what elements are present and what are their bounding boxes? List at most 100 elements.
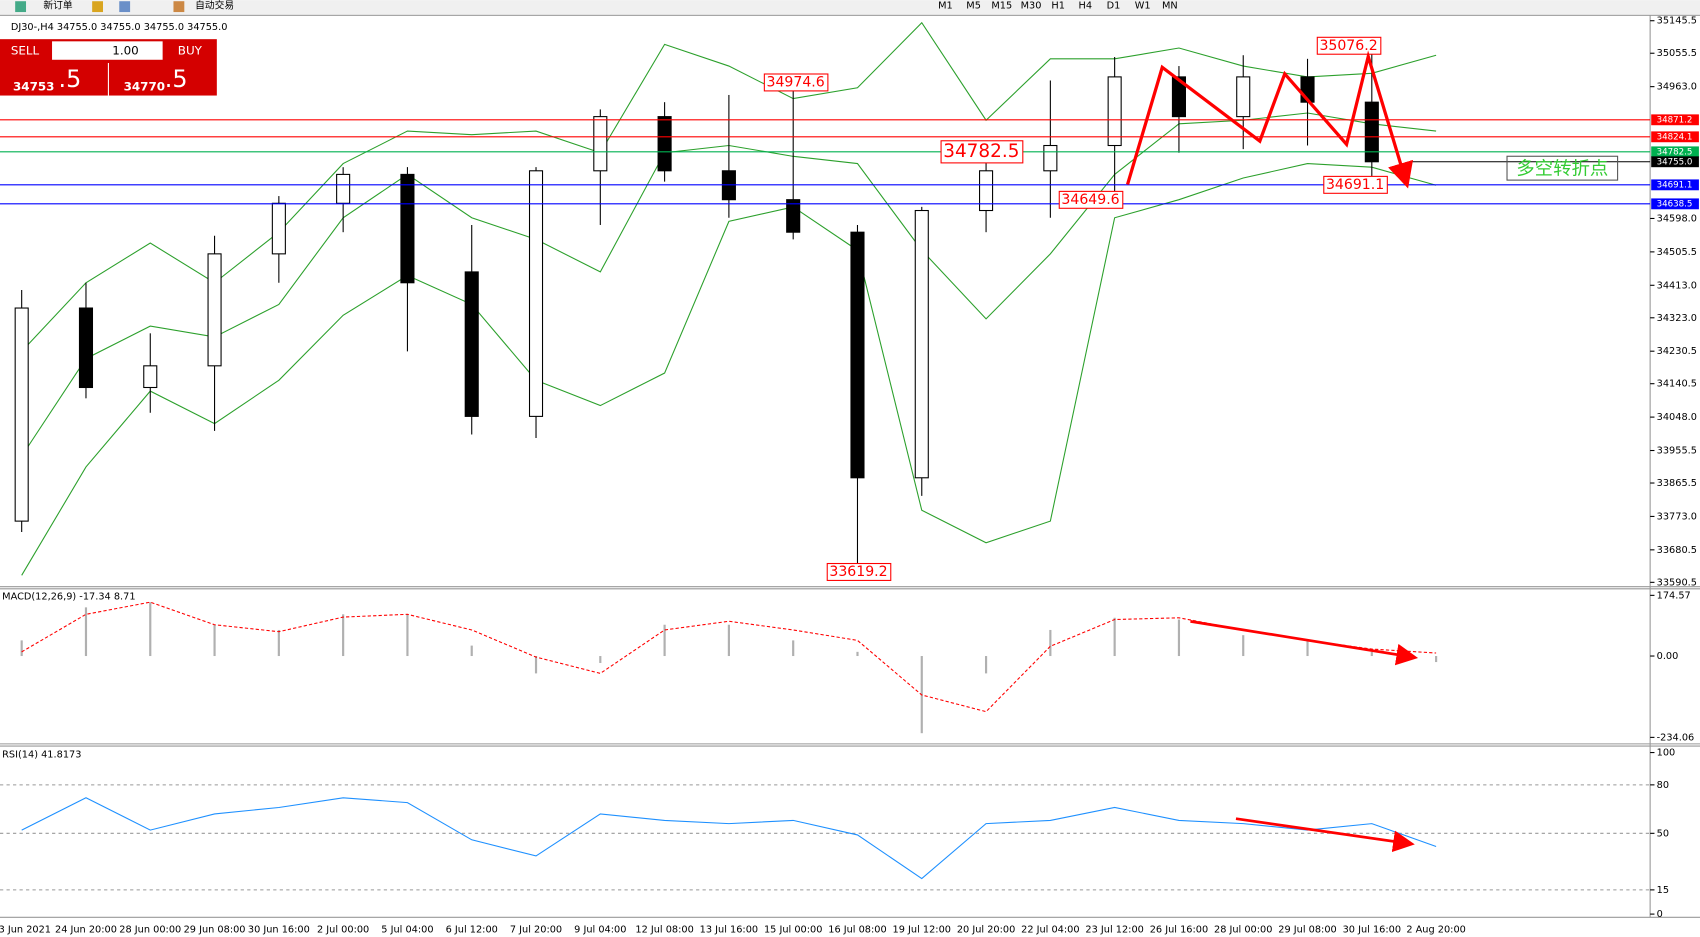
lots-value: 1.00	[112, 44, 139, 58]
y-tick-label: 34598.0	[1657, 213, 1697, 224]
macd-bar	[1370, 651, 1373, 657]
macd-bar	[1242, 635, 1245, 657]
x-tick-label: 15 Jul 00:00	[764, 924, 822, 935]
macd-bar	[277, 629, 280, 657]
x-tick-label: 6 Jul 12:00	[446, 924, 498, 935]
sell-button[interactable]: SELL	[11, 44, 40, 58]
macd-bar	[856, 651, 859, 657]
timeframe-button[interactable]: MN	[1162, 1, 1178, 12]
sell-fraction[interactable]: .5	[59, 65, 82, 93]
timeframe-button[interactable]: M15	[991, 1, 1012, 12]
chart-title: DJ30-,H4 34755.0 34755.0 34755.0 34755.0	[11, 22, 228, 33]
macd-bar	[84, 607, 88, 657]
macd-bar	[20, 640, 23, 657]
buy-price[interactable]: 34770	[124, 79, 165, 93]
rsi-line	[21, 797, 1437, 880]
price-label: 34782.5	[1657, 147, 1693, 157]
buy-fraction[interactable]: .5	[165, 65, 188, 93]
annotation-box	[940, 140, 1024, 164]
y-tick-label: 33773.0	[1657, 511, 1697, 522]
y-tick-label: 34413.0	[1657, 280, 1697, 291]
timeframe-button[interactable]: M1	[938, 1, 953, 12]
panel-title: MACD(12,26,9) -17.34 8.71	[2, 591, 135, 602]
auto-trading-button[interactable]: 自动交易	[195, 0, 234, 12]
plot: 35145.5 35055.5 34963.0 34598.0 34505.5 34413…	[0, 16, 1699, 935]
divergence-arrow	[1235, 817, 1415, 853]
x-tick-label: 22 Jul 04:00	[1021, 924, 1079, 935]
macd-bar	[663, 624, 666, 657]
price-label: 34755.0	[1657, 157, 1693, 167]
timeframe-button[interactable]: M30	[1021, 1, 1042, 12]
lots-input[interactable]	[52, 41, 163, 60]
macd-bar	[792, 640, 795, 657]
annotation: 34649.6	[1061, 192, 1119, 208]
sell-price[interactable]: 34753	[13, 79, 54, 93]
y-tick-label: 15	[1657, 885, 1669, 896]
macd-bar	[406, 614, 409, 657]
price-label-bg	[1651, 114, 1699, 126]
x-tick-label: 20 Jul 20:00	[957, 924, 1015, 935]
toolbar-icon[interactable]	[173, 1, 185, 13]
candle-body	[78, 307, 94, 389]
toolbar-icon[interactable]	[92, 1, 103, 13]
note: 多空转折点	[1516, 158, 1608, 179]
macd-bar	[1113, 617, 1116, 657]
annotation-box	[1058, 190, 1124, 209]
note-box	[1506, 155, 1619, 181]
candle-body	[1107, 76, 1122, 147]
macd-bar	[599, 656, 602, 663]
panel-title: RSI(14) 41.8173	[2, 750, 81, 761]
macd-bar	[342, 614, 345, 657]
annotation: 34974.6	[767, 74, 825, 90]
y-tick-label: 80	[1657, 780, 1669, 791]
annotation-box	[1316, 36, 1382, 55]
price-label: 34824.1	[1657, 132, 1693, 142]
x-tick-label: 30 Jun 16:00	[248, 924, 310, 935]
annotation: 34782.5	[943, 141, 1019, 162]
toolbar-icon[interactable]	[15, 1, 27, 13]
new-order-button[interactable]: 新订单	[43, 0, 72, 12]
timeframe-button[interactable]: M5	[966, 1, 981, 12]
macd-bar	[727, 624, 730, 657]
candle-body	[400, 173, 415, 284]
timeframe-button[interactable]: H1	[1051, 1, 1065, 12]
annotation-box	[763, 73, 829, 92]
x-tick-label: 23 Jul 12:00	[1085, 924, 1143, 935]
y-tick-label: 100	[1657, 748, 1676, 759]
y-tick-label: 174.57	[1657, 590, 1691, 601]
x-tick-label: 7 Jul 20:00	[510, 924, 562, 935]
annotation: 34691.1	[1326, 177, 1384, 193]
x-tick-label: 19 Jul 12:00	[893, 924, 951, 935]
price-label-bg	[1651, 198, 1699, 210]
x-tick-label: 2 Jul 00:00	[317, 924, 369, 935]
buy-button[interactable]: BUY	[178, 44, 203, 58]
x-tick-label: 24 Jun 20:00	[55, 924, 117, 935]
macd-bar	[1435, 656, 1438, 663]
x-tick-label: 9 Jul 04:00	[574, 924, 626, 935]
candle-body	[1171, 76, 1186, 118]
macd-bar	[149, 602, 152, 657]
y-tick-label: 33865.5	[1657, 478, 1697, 489]
y-tick-label: 35145.5	[1657, 16, 1697, 27]
toolbar-icon[interactable]	[119, 1, 131, 13]
y-tick-label: 35055.5	[1657, 48, 1697, 59]
price-label: 34691.1	[1657, 180, 1693, 190]
x-tick-label: 13 Jul 16:00	[700, 924, 758, 935]
y-tick-label: 33680.5	[1657, 545, 1697, 556]
y-tick-label: 34230.5	[1657, 346, 1697, 357]
x-tick-label: 30 Jul 16:00	[1343, 924, 1401, 935]
x-tick-label: 28 Jun 00:00	[119, 924, 181, 935]
y-tick-label: 0	[1657, 909, 1663, 920]
macd-bar	[534, 656, 538, 674]
candle-body	[528, 170, 544, 417]
candle-body	[1236, 76, 1251, 118]
price-label-bg	[1651, 131, 1699, 143]
x-tick-label: 5 Jul 04:00	[381, 924, 433, 935]
macd-bar	[1177, 619, 1181, 657]
timeframe-button[interactable]: D1	[1107, 1, 1121, 12]
x-tick-label: 2 Aug 20:00	[1406, 924, 1466, 935]
macd-bar	[470, 645, 473, 657]
timeframe-button[interactable]: W1	[1135, 1, 1151, 12]
timeframe-button[interactable]: H4	[1078, 1, 1092, 12]
